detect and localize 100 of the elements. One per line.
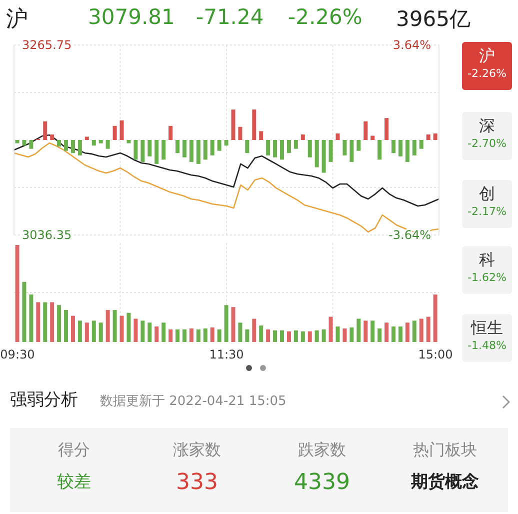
y2-tick-label: 3.64% [392, 38, 431, 52]
bar [224, 305, 228, 342]
bar [29, 140, 34, 149]
bar [168, 126, 173, 140]
category-label: 涨家数 [172, 440, 222, 461]
bar [419, 140, 424, 149]
text: 恒生 [470, 318, 504, 339]
bar [433, 294, 438, 342]
bar [419, 318, 424, 342]
bar [43, 302, 48, 342]
bar [98, 322, 103, 342]
category-label: 得分 [57, 440, 91, 461]
bar [92, 320, 96, 342]
bar [126, 312, 131, 342]
text: -2.17% [466, 205, 508, 218]
bar [398, 326, 402, 342]
bar [134, 140, 138, 160]
bar [148, 140, 152, 156]
bar [370, 320, 375, 342]
bar [78, 140, 82, 156]
bar [245, 329, 250, 342]
bar [391, 140, 396, 154]
bar [203, 328, 208, 342]
bar [322, 140, 326, 173]
text: -2.26% [288, 5, 362, 29]
bar [148, 322, 152, 342]
bar [328, 140, 333, 162]
bar [176, 140, 180, 154]
bar [196, 140, 200, 164]
bar [336, 326, 340, 342]
x-tick-label: 09:30 [0, 348, 35, 362]
category-label: 热门板块 [412, 440, 478, 461]
bar [308, 331, 312, 342]
text: 期货概念 [410, 471, 480, 493]
text: -1.48% [466, 339, 508, 352]
text: 3079.81 [88, 5, 175, 29]
bar [356, 318, 361, 342]
text: 3965亿 [396, 6, 470, 33]
bar [252, 318, 256, 342]
text: 科 [478, 250, 496, 271]
bar [426, 134, 430, 140]
bar [231, 307, 236, 342]
bar [245, 140, 250, 154]
bar [280, 140, 284, 160]
text: 较差 [56, 471, 92, 493]
text: 沪 [478, 46, 496, 67]
bar [210, 140, 214, 156]
bar [189, 328, 194, 342]
bar [64, 310, 68, 342]
bar [350, 140, 354, 162]
bar [370, 136, 375, 140]
bar [112, 310, 117, 342]
bar [70, 140, 75, 154]
bar [140, 140, 145, 162]
bar [286, 140, 291, 154]
text: -1.62% [466, 271, 508, 284]
bar [50, 134, 54, 140]
bar [120, 120, 124, 140]
category-label: 跌家数 [297, 440, 347, 461]
bar [314, 140, 319, 168]
bar [384, 322, 389, 342]
bar [182, 329, 186, 342]
bar [57, 305, 62, 342]
bar [162, 322, 166, 342]
text: 4339 [293, 470, 351, 495]
bar [134, 318, 138, 342]
bar [154, 140, 159, 164]
bar [106, 310, 110, 342]
text: -2.26% [466, 67, 508, 80]
bar [98, 140, 103, 144]
bar [350, 327, 354, 342]
bar [112, 126, 117, 140]
bar [364, 121, 368, 140]
bar [140, 320, 145, 342]
bar [22, 140, 26, 146]
bar [378, 328, 382, 342]
bar [398, 140, 402, 156]
bar [252, 110, 256, 140]
bar [342, 140, 347, 156]
bar [78, 320, 82, 342]
bar [64, 140, 68, 151]
bar [106, 140, 110, 149]
bar [217, 140, 222, 151]
bar [405, 140, 410, 162]
text: -2.70% [466, 137, 508, 150]
bar [342, 328, 347, 342]
bar [50, 302, 54, 342]
text: -71.24 [196, 5, 264, 29]
bar [364, 320, 368, 342]
bar [273, 140, 278, 158]
y-tick-label: 3036.35 [22, 228, 72, 242]
text: 强弱分析 [10, 389, 78, 411]
bar [43, 121, 48, 140]
bar [356, 140, 361, 151]
bar [266, 140, 270, 156]
bar [22, 282, 26, 342]
bar [162, 140, 166, 160]
bar [84, 136, 89, 140]
bar [300, 134, 305, 140]
bar [57, 140, 62, 147]
